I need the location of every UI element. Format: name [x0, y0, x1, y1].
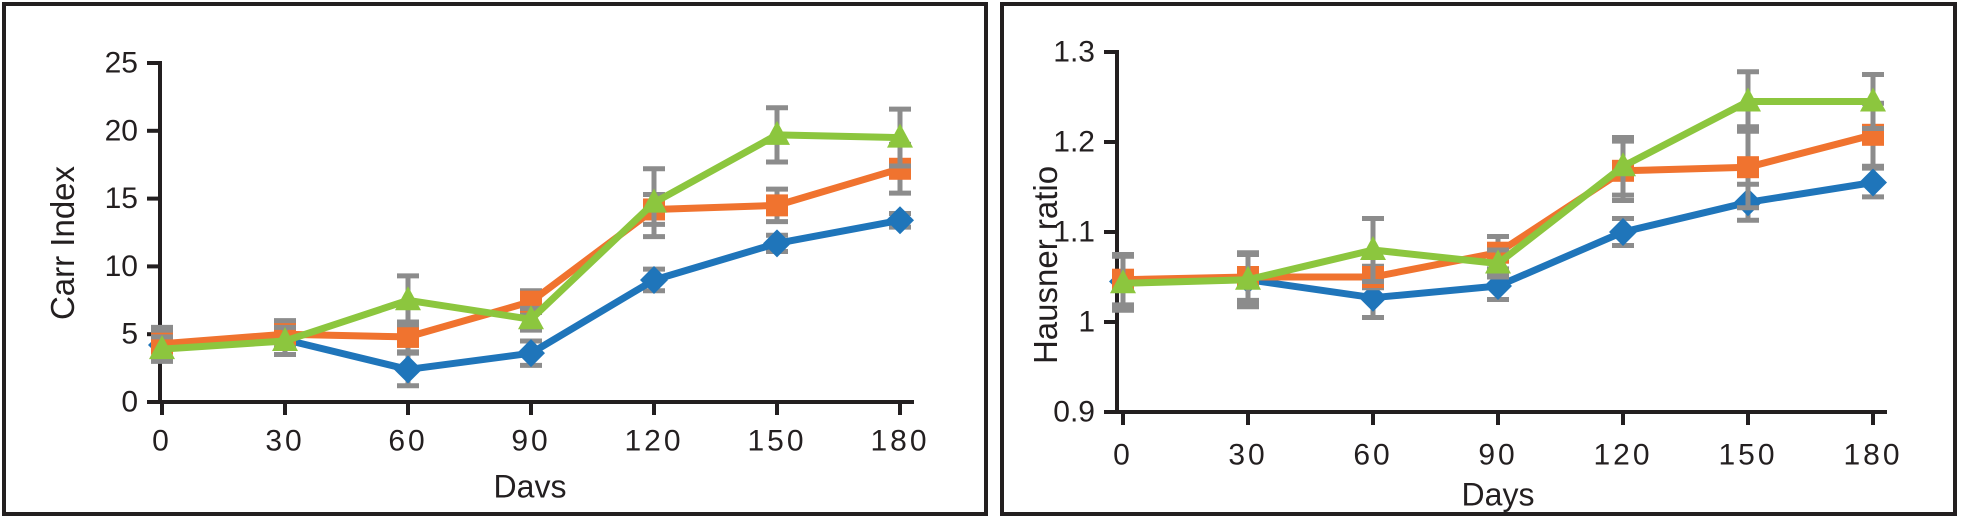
svg-text:0.9: 0.9 [1053, 396, 1095, 429]
svg-text:30: 30 [265, 425, 304, 458]
svg-text:150: 150 [747, 425, 806, 458]
hausner-ratio-chart: 0.9 1 1.1 1.2 1.3 0 30 60 90 120 150 180 [1053, 36, 1902, 472]
svg-text:90: 90 [1478, 439, 1517, 472]
svg-text:30: 30 [1228, 439, 1267, 472]
svg-text:60: 60 [388, 425, 427, 458]
svg-text:120: 120 [624, 425, 683, 458]
hausner-ratio-x-axis-title: Days [1461, 476, 1535, 513]
svg-text:120: 120 [1593, 439, 1652, 472]
svg-text:180: 180 [1843, 439, 1902, 472]
svg-text:20: 20 [105, 114, 138, 147]
svg-text:0: 0 [1113, 439, 1133, 472]
svg-text:60: 60 [1353, 439, 1392, 472]
svg-text:25: 25 [105, 47, 138, 80]
svg-text:10: 10 [105, 250, 138, 283]
svg-text:1.3: 1.3 [1053, 36, 1095, 69]
svg-text:0: 0 [152, 425, 172, 458]
svg-text:1.2: 1.2 [1053, 126, 1095, 159]
svg-text:180: 180 [870, 425, 929, 458]
carr-index-panel: 0 5 10 15 20 25 0 30 60 90 120 150 180 Carr Index Da… [2, 2, 988, 516]
svg-text:150: 150 [1718, 439, 1777, 472]
carr-index-x-axis-title: Davs [493, 468, 567, 505]
svg-text:5: 5 [121, 318, 138, 351]
carr-index-y-axis-title: Carr Index [44, 165, 81, 321]
svg-text:1: 1 [1078, 306, 1095, 339]
svg-text:1.1: 1.1 [1053, 216, 1095, 249]
svg-text:90: 90 [511, 425, 550, 458]
svg-text:15: 15 [105, 182, 138, 215]
hausner-ratio-panel: 0.9 1 1.1 1.2 1.3 0 30 60 90 120 150 180 Hausner ra… [1000, 2, 1957, 516]
hausner-ratio-y-axis-title: Hausner ratio [1027, 165, 1064, 365]
svg-text:0: 0 [121, 386, 138, 419]
carr-index-chart: 0 5 10 15 20 25 0 30 60 90 120 150 180 [105, 47, 929, 458]
